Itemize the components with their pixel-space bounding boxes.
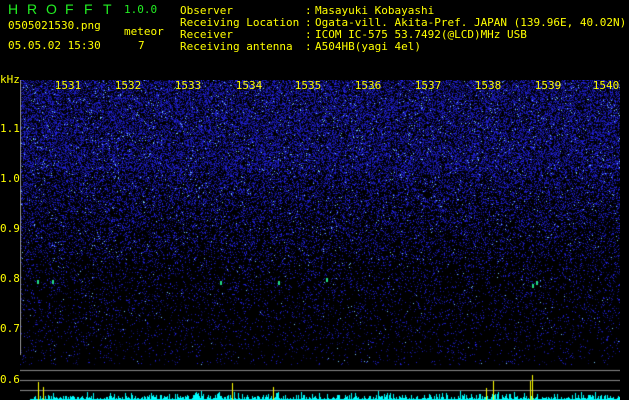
y-unit-label: kHz xyxy=(0,73,20,86)
info-sep: : xyxy=(305,40,312,53)
x-tick-label: 1533 xyxy=(174,79,202,92)
x-tick-label: 1536 xyxy=(354,79,382,92)
meteor-count: 7 xyxy=(138,39,145,52)
x-tick-label: 1538 xyxy=(474,79,502,92)
y-tick-label: 0.7 xyxy=(0,322,20,335)
title-letter: O xyxy=(46,1,57,17)
meteor-label: meteor xyxy=(124,25,164,38)
title-letter: H xyxy=(8,1,19,17)
y-tick-label: 0.9 xyxy=(0,222,20,235)
title-letter: F xyxy=(84,1,93,17)
filename: 0505021530.png xyxy=(8,19,101,32)
y-tick-label: 0.6 xyxy=(0,373,20,386)
info-value: ICOM IC-575 53.7492(@LCD)MHz USB xyxy=(315,28,527,41)
info-label: Receiving antenna xyxy=(180,40,293,53)
y-tick-label: 0.8 xyxy=(0,272,20,285)
x-tick-label: 1534 xyxy=(235,79,263,92)
x-tick-label: 1539 xyxy=(534,79,562,92)
info-value: A504HB(yagi 4el) xyxy=(315,40,421,53)
app-version: 1.0.0 xyxy=(124,3,158,16)
spectrogram xyxy=(20,80,620,400)
info-value: Masayuki Kobayashi xyxy=(315,4,435,17)
x-tick-label: 1540 xyxy=(592,79,620,92)
y-tick-label: 1.0 xyxy=(0,172,20,185)
x-tick-label: 1537 xyxy=(414,79,442,92)
info-sep: : xyxy=(305,16,312,29)
title-letter: F xyxy=(65,1,74,17)
datetime: 05.05.02 15:30 xyxy=(8,39,101,52)
title-letter: T xyxy=(103,1,112,17)
info-label: Receiving Location xyxy=(180,16,300,29)
x-tick-label: 1535 xyxy=(294,79,322,92)
x-tick-label: 1532 xyxy=(114,79,142,92)
x-tick-label: 1531 xyxy=(54,79,82,92)
info-label: Observer xyxy=(180,4,233,17)
info-sep: : xyxy=(305,28,312,41)
info-sep: : xyxy=(305,4,312,17)
info-value: Ogata-vill. Akita-Pref. JAPAN (139.96E, … xyxy=(315,16,627,29)
title-letter: R xyxy=(27,1,38,17)
info-label: Receiver xyxy=(180,28,233,41)
y-tick-label: 1.1 xyxy=(0,122,20,135)
